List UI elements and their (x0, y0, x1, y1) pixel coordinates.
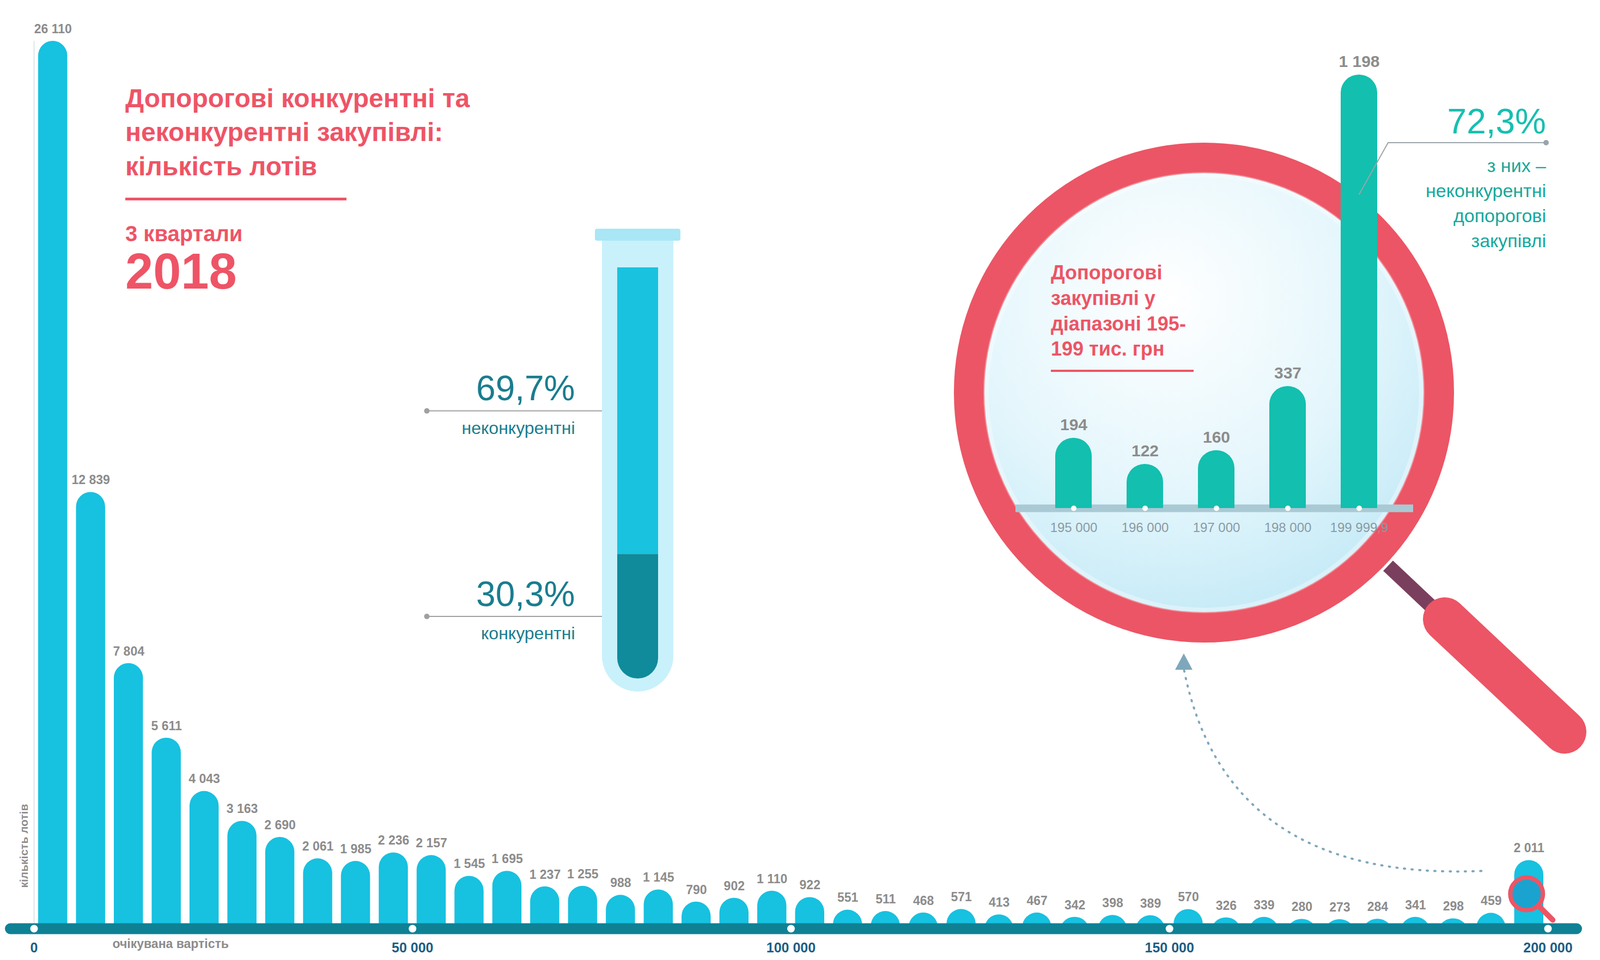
svg-text:1 145: 1 145 (642, 870, 675, 885)
html-text:Допорогові закупівлі у діапазо: Допорогові закупівлі у діапазоні 195-199… (1050, 261, 1186, 361)
svg-text:2 690: 2 690 (264, 818, 296, 833)
svg-text:902: 902 (724, 879, 745, 894)
svg-text:298: 298 (1443, 899, 1465, 914)
svg-text:160: 160 (1202, 428, 1231, 447)
svg-text:570: 570 (1177, 890, 1199, 905)
svg-text:326: 326 (1215, 898, 1237, 914)
svg-text:197 000: 197 000 (1193, 520, 1241, 535)
svg-text:69,7%: 69,7% (476, 368, 575, 409)
svg-text:2 236: 2 236 (378, 833, 410, 848)
svg-text:1 985: 1 985 (339, 842, 372, 857)
svg-text:571: 571 (950, 890, 972, 905)
svg-text:198 000: 198 000 (1264, 520, 1312, 535)
html-text:з них – неконкурентні допорого: з них – неконкурентні допорогові закупів… (1425, 155, 1547, 251)
svg-text:339: 339 (1253, 898, 1275, 913)
svg-text:конкурентні: конкурентні (481, 623, 576, 644)
svg-text:26 110: 26 110 (34, 21, 72, 36)
svg-text:459: 459 (1480, 893, 1502, 909)
svg-text:200 000: 200 000 (1523, 940, 1573, 956)
svg-text:284: 284 (1367, 899, 1389, 915)
svg-text:3 163: 3 163 (226, 801, 259, 817)
svg-text:342: 342 (1064, 898, 1086, 913)
svg-text:199 999,9: 199 999,9 (1330, 520, 1389, 535)
svg-text:122: 122 (1131, 441, 1159, 460)
svg-text:790: 790 (685, 883, 707, 898)
svg-text:150 000: 150 000 (1145, 940, 1195, 956)
svg-text:12 839: 12 839 (71, 472, 111, 488)
svg-text:4 043: 4 043 (188, 771, 221, 787)
html-text:2018: 2018 (125, 243, 237, 300)
svg-text:2 061: 2 061 (302, 839, 334, 854)
svg-text:2 011: 2 011 (1513, 841, 1545, 856)
svg-text:1 198: 1 198 (1338, 52, 1380, 71)
svg-text:196 000: 196 000 (1121, 520, 1170, 535)
svg-text:0: 0 (30, 940, 39, 956)
svg-text:398: 398 (1102, 896, 1124, 911)
svg-text:кількість лотів: кількість лотів (17, 804, 30, 888)
svg-text:195 000: 195 000 (1050, 520, 1098, 535)
svg-text:389: 389 (1140, 896, 1161, 911)
svg-text:неконкурентні: неконкурентні (461, 418, 576, 438)
svg-text:очікувана вартість: очікувана вартість (112, 937, 229, 952)
svg-text:551: 551 (837, 890, 859, 905)
svg-text:50 000: 50 000 (391, 940, 434, 956)
html-text:Допорогові конкурентні та неко: Допорогові конкурентні та неконкурентні … (125, 83, 470, 181)
svg-text:280: 280 (1291, 899, 1313, 915)
svg-text:337: 337 (1274, 363, 1302, 382)
svg-text:468: 468 (913, 893, 935, 909)
svg-text:922: 922 (799, 878, 821, 893)
svg-text:1 255: 1 255 (567, 867, 599, 882)
svg-text:1 545: 1 545 (453, 856, 486, 872)
svg-text:413: 413 (988, 895, 1010, 910)
svg-text:467: 467 (1026, 893, 1048, 909)
svg-text:273: 273 (1329, 900, 1350, 915)
svg-text:100 000: 100 000 (766, 940, 816, 956)
svg-text:7 804: 7 804 (112, 644, 145, 659)
svg-text:1 110: 1 110 (756, 872, 788, 887)
svg-text:2 157: 2 157 (415, 836, 448, 851)
svg-text:1 695: 1 695 (491, 852, 523, 867)
svg-text:30,3%: 30,3% (476, 574, 575, 614)
html-text:3 квартали: 3 квартали (125, 221, 243, 246)
svg-text:1 237: 1 237 (529, 867, 562, 882)
svg-text:194: 194 (1060, 415, 1088, 434)
svg-text:988: 988 (610, 875, 632, 891)
svg-text:511: 511 (875, 892, 896, 907)
svg-text:72,3%: 72,3% (1447, 101, 1547, 142)
svg-text:5 611: 5 611 (151, 719, 182, 734)
svg-text:341: 341 (1404, 898, 1427, 913)
